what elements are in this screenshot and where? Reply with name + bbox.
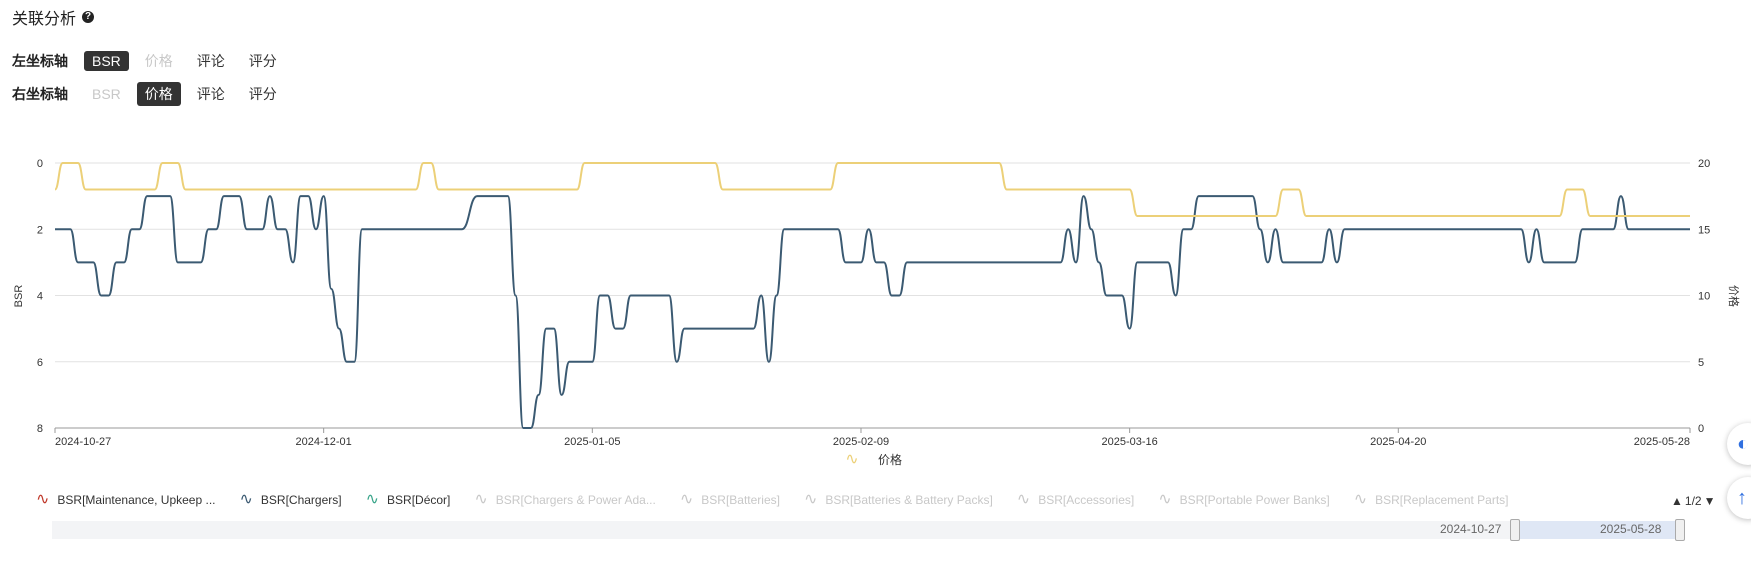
legend-item[interactable]: ∿ BSR[Chargers & Power Ada...: [474, 491, 656, 508]
inline-legend-symbol: ∿: [845, 451, 858, 468]
series-line: [54, 161, 1690, 218]
right-tick-label: 5: [1698, 357, 1704, 369]
chart-series: [54, 161, 1690, 429]
right-tick-label: 20: [1698, 158, 1710, 170]
page-title-text: 关联分析: [12, 11, 77, 28]
legend-item[interactable]: ∿ BSR[Portable Power Banks]: [1158, 491, 1330, 508]
zoom-selection[interactable]: [1515, 521, 1680, 539]
x-tick-label: 2024-10-27: [55, 436, 111, 448]
back-to-top-icon[interactable]: ↑: [1727, 477, 1751, 519]
right-axis-selector: 右坐标轴 BSR 价格 评论 评分: [12, 82, 293, 106]
right-axis-option-rating[interactable]: 评分: [248, 86, 277, 102]
left-axis-option-price: 价格: [144, 53, 173, 69]
right-tick-label: 15: [1698, 224, 1710, 236]
question-circle-icon[interactable]: ?: [82, 11, 95, 23]
series-line: [55, 195, 1690, 429]
wave-icon: ∿: [474, 491, 488, 508]
pager-down-icon[interactable]: ▼: [1703, 494, 1716, 508]
page-title: 关联分析 ?: [12, 5, 95, 29]
wave-icon: ∿: [1158, 491, 1172, 508]
zoom-start-handle[interactable]: [1510, 519, 1520, 541]
wave-icon: ∿: [1353, 491, 1368, 508]
left-axis-option-rating[interactable]: 评分: [248, 53, 277, 69]
wave-icon: ∿: [803, 491, 818, 508]
right-axis-ticks: 0 5 10 15 20: [1698, 158, 1710, 435]
wave-icon: ∿: [365, 491, 380, 508]
zoom-end-handle[interactable]: [1675, 519, 1685, 541]
left-axis-option-reviews[interactable]: 评论: [196, 53, 225, 69]
left-axis-selector: 左坐标轴 BSR 价格 评论 评分: [12, 49, 293, 73]
legend-item[interactable]: ∿ BSR[Chargers]: [239, 491, 342, 508]
inline-legend[interactable]: ∿ 价格: [845, 451, 902, 468]
right-axis-title: 价格: [1727, 285, 1741, 307]
left-tick-label: 4: [37, 291, 43, 303]
x-axis-ticks: 2024-10-27 2024-12-01 2025-01-05 2025-02-09…: [54, 428, 1691, 448]
legend-pager: ▲ 1/2 ▼: [1670, 494, 1716, 508]
float-action-icon[interactable]: ◐: [1727, 423, 1751, 465]
left-tick-label: 0: [37, 158, 43, 170]
left-axis-title: BSR: [13, 285, 25, 308]
left-tick-label: 2: [37, 224, 43, 236]
wave-icon: ∿: [679, 491, 694, 508]
right-tick-label: 0: [1698, 423, 1704, 435]
chart-grid: [55, 162, 1690, 429]
x-tick-label: 2025-04-20: [1370, 436, 1426, 448]
x-tick-label: 2025-03-16: [1102, 436, 1158, 448]
x-tick-label: 2024-12-01: [296, 436, 352, 448]
wave-icon: ∿: [239, 491, 253, 508]
pager-count: 1/2: [1684, 494, 1702, 508]
left-axis-option-bsr[interactable]: BSR: [84, 51, 129, 71]
zoom-slider[interactable]: 2024-10-27 2025-05-28: [52, 519, 1685, 541]
inline-legend-label: 价格: [878, 452, 902, 467]
legend-item[interactable]: ∿ BSR[Replacement Parts]: [1353, 491, 1509, 508]
legend-item[interactable]: ∿ BSR[Accessories]: [1016, 491, 1135, 508]
right-tick-label: 10: [1698, 291, 1710, 303]
left-axis-label: 左坐标轴: [12, 53, 68, 69]
zoom-start-label: 2024-10-27: [1440, 522, 1502, 536]
right-axis-option-bsr: BSR: [92, 86, 121, 102]
zoom-end-label: 2025-05-28: [1600, 522, 1662, 536]
correlation-chart: 0 2 4 6 8 0 5 10 15 20 2024-10-27 2024-12-01 2025-…: [13, 158, 1741, 468]
right-axis-label: 右坐标轴: [12, 86, 68, 102]
x-tick-label: 2025-02-09: [833, 436, 889, 448]
wave-icon: ∿: [36, 491, 50, 508]
pager-up-icon[interactable]: ▲: [1671, 494, 1683, 508]
legend-item[interactable]: ∿ BSR[Décor]: [365, 491, 451, 508]
x-tick-label: 2025-05-28: [1634, 436, 1690, 448]
legend-item[interactable]: ∿ BSR[Maintenance, Upkeep ...: [36, 491, 216, 508]
series-legend: ∿ BSR[Maintenance, Upkeep ... ∿ BSR[Charge…: [36, 491, 1533, 508]
x-tick-label: 2025-01-05: [564, 436, 620, 448]
right-axis-option-reviews[interactable]: 评论: [196, 86, 225, 102]
wave-icon: ∿: [1016, 491, 1031, 508]
left-tick-label: 6: [37, 357, 43, 369]
legend-item[interactable]: ∿ BSR[Batteries & Battery Packs]: [803, 491, 993, 508]
legend-item[interactable]: ∿ BSR[Batteries]: [679, 491, 780, 508]
left-axis-ticks: 0 2 4 6 8: [37, 158, 43, 435]
left-tick-label: 8: [37, 423, 43, 435]
right-axis-option-price[interactable]: 价格: [136, 82, 181, 106]
